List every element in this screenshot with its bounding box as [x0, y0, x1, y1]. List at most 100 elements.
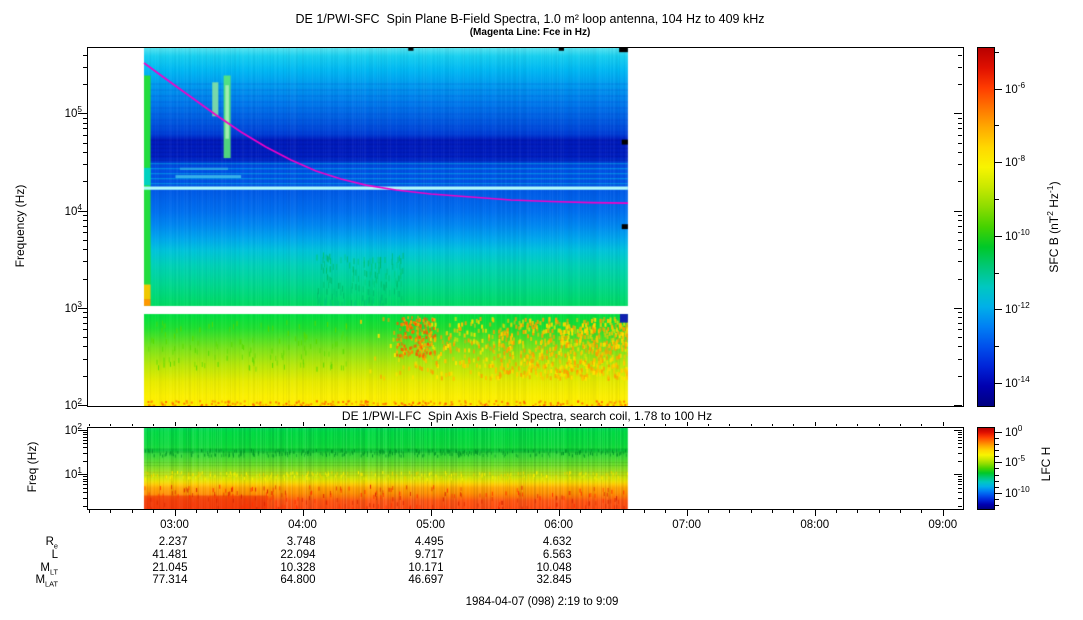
x-minor-tick	[644, 509, 645, 513]
colorbar-minor-tick	[994, 444, 999, 446]
ephemeris-value: 21.045	[152, 562, 188, 574]
colorbar-minor-tick	[994, 486, 999, 488]
x-major-tick	[558, 509, 560, 516]
y-minor-tick	[83, 478, 87, 480]
y-minor-tick-right	[958, 329, 962, 331]
y-minor-tick	[83, 278, 87, 280]
y-minor-tick-right	[958, 117, 962, 119]
lfc-spectrogram-canvas	[88, 428, 963, 509]
x-minor-tick	[729, 509, 731, 513]
x-tick-label: 06:00	[544, 519, 574, 531]
ephemeris-value: 3.748	[286, 536, 316, 548]
colorbar-tick-label: 10-10	[1005, 227, 1030, 243]
x-minor-tick-top	[494, 424, 496, 426]
y-minor-tick-right	[958, 434, 962, 436]
lfc-colorbar-gradient	[978, 428, 994, 509]
x-minor-tick	[259, 509, 261, 513]
lfc-colorbar-label: LFC H	[1039, 446, 1053, 482]
x-minor-tick	[153, 509, 155, 513]
colorbar-major-tick	[994, 462, 1002, 464]
y-major-tick	[78, 307, 87, 309]
x-minor-tick-top	[644, 424, 645, 426]
y-minor-tick-right	[958, 181, 962, 183]
x-minor-tick-top	[110, 424, 112, 426]
x-minor-tick-top	[153, 424, 155, 426]
colorbar-minor-tick	[994, 51, 999, 53]
x-minor-tick-top	[772, 424, 774, 426]
x-minor-tick	[772, 509, 774, 513]
y-minor-tick	[83, 215, 87, 217]
x-minor-tick	[793, 509, 795, 513]
y-minor-tick-right	[958, 128, 962, 130]
y-minor-tick-right	[958, 54, 962, 56]
x-minor-tick	[238, 509, 240, 513]
y-minor-tick-right	[958, 460, 962, 462]
ephemeris-row-label: Re	[45, 536, 58, 551]
colorbar-minor-tick	[994, 450, 999, 452]
x-major-tick-top	[942, 422, 944, 426]
x-minor-tick	[921, 509, 923, 513]
x-major-tick-top	[558, 422, 560, 426]
x-minor-tick	[451, 509, 453, 513]
x-minor-tick	[323, 509, 325, 513]
x-minor-tick	[515, 509, 517, 513]
colorbar-minor-tick	[994, 498, 999, 500]
y-minor-tick-right	[958, 67, 962, 68]
y-minor-tick-right	[958, 443, 962, 445]
y-minor-tick-right	[958, 436, 962, 438]
x-major-tick	[174, 509, 176, 516]
y-minor-tick-right	[958, 476, 962, 478]
y-minor-tick-right	[958, 484, 962, 486]
y-major-tick-right	[954, 113, 962, 115]
colorbar-minor-tick	[994, 272, 999, 274]
x-minor-tick-top	[387, 424, 389, 426]
x-minor-tick-top	[622, 424, 624, 426]
y-minor-tick-right	[958, 358, 962, 360]
ephemeris-value: 6.563	[542, 549, 572, 561]
y-minor-tick-right	[958, 346, 962, 348]
y-minor-tick-right	[958, 220, 962, 221]
y-minor-tick-right	[958, 164, 962, 166]
y-minor-tick	[83, 337, 87, 339]
x-minor-tick	[89, 509, 91, 513]
x-minor-tick-top	[345, 424, 347, 426]
x-major-tick-top	[686, 422, 688, 426]
x-minor-tick-top	[238, 424, 240, 426]
colorbar-minor-tick	[994, 437, 999, 439]
y-major-tick-right	[954, 474, 962, 476]
y-major-tick-right	[954, 307, 962, 309]
colorbar-tick-label: 10-6	[1005, 80, 1026, 96]
y-minor-tick	[83, 54, 87, 56]
y-minor-tick-right	[958, 439, 962, 441]
x-minor-tick-top	[323, 424, 325, 426]
y-minor-tick-right	[958, 239, 962, 241]
y-minor-tick	[83, 431, 87, 433]
y-minor-tick	[83, 476, 87, 478]
x-major-tick	[430, 509, 432, 516]
y-tick-label: 102	[64, 421, 82, 437]
y-minor-tick	[83, 443, 87, 445]
y-minor-tick	[83, 358, 87, 360]
x-minor-tick	[579, 509, 581, 513]
y-minor-tick	[83, 181, 87, 183]
y-minor-tick-right	[958, 431, 962, 433]
y-minor-tick	[83, 164, 87, 166]
y-tick-label: 102	[64, 397, 82, 412]
x-major-tick	[814, 509, 816, 516]
y-minor-tick-right	[958, 142, 962, 144]
sfc-spectrogram-canvas	[88, 48, 963, 406]
y-minor-tick-right	[958, 497, 962, 499]
sfc-colorbar	[977, 47, 995, 407]
x-minor-tick	[473, 509, 475, 513]
sfc-subtitle: (Magenta Line: Fce in Hz)	[469, 27, 591, 38]
x-minor-tick	[708, 509, 710, 513]
y-minor-tick	[83, 249, 87, 251]
lfc-spectrogram-panel	[87, 427, 964, 510]
x-major-tick-top	[174, 422, 176, 426]
x-minor-tick	[601, 509, 603, 513]
y-minor-tick	[83, 375, 87, 377]
x-minor-tick	[387, 509, 389, 513]
y-major-tick	[78, 405, 87, 406]
colorbar-minor-tick	[994, 456, 999, 458]
y-minor-tick	[83, 329, 87, 331]
